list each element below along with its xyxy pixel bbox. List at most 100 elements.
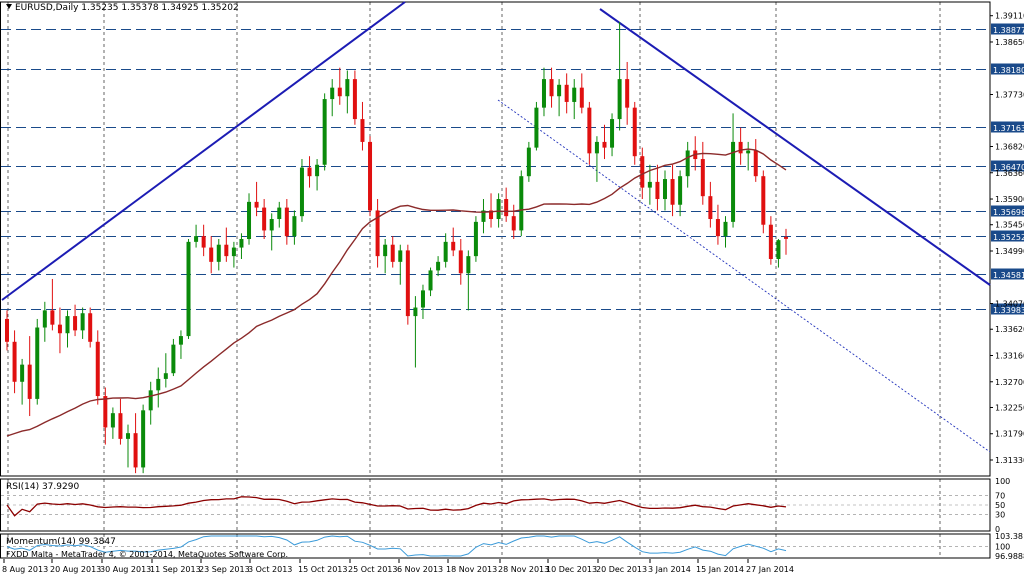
price-level-tag bbox=[991, 121, 1024, 133]
price-level-tag bbox=[991, 205, 1024, 217]
date-tick-label: 3 Jan 2014 bbox=[648, 565, 691, 574]
candle-bear bbox=[451, 241, 456, 251]
price-tick-label: 1.32700 bbox=[995, 378, 1024, 387]
candle-bull bbox=[186, 241, 191, 337]
candle-bull bbox=[473, 221, 478, 257]
candle-bull bbox=[731, 141, 736, 222]
candle-bear bbox=[564, 84, 569, 102]
candle-bear bbox=[95, 341, 100, 397]
candle-bear bbox=[738, 141, 743, 154]
candle-bear bbox=[5, 318, 9, 342]
candle-bull bbox=[299, 167, 304, 217]
chart-title: EURUSD,Daily 1.35235 1.35378 1.34925 1.3… bbox=[6, 3, 239, 13]
date-tick-label: 6 Nov 2013 bbox=[397, 565, 443, 574]
candle-bear bbox=[761, 176, 766, 225]
uptrend-line bbox=[1, 1, 406, 301]
candle-bear bbox=[587, 107, 592, 154]
candle-bear bbox=[337, 87, 342, 97]
candle-bull bbox=[231, 247, 236, 257]
candle-bull bbox=[678, 176, 683, 205]
candle-bear bbox=[201, 236, 206, 248]
copyright-text: FXDD Malta - MetaTrader 4, © 2001-2014, … bbox=[6, 550, 289, 559]
price-level-tag-text: 1.36470 bbox=[993, 163, 1024, 172]
candle-bear bbox=[57, 324, 62, 334]
candle-bull bbox=[610, 119, 615, 148]
price-tick-label: 1.38650 bbox=[995, 38, 1024, 47]
candle-bull bbox=[141, 410, 146, 468]
price-tick-label: 1.35900 bbox=[995, 195, 1024, 204]
rsi-tick-label: 70 bbox=[995, 491, 1005, 500]
price-level-tag-text: 1.38180 bbox=[993, 66, 1024, 75]
price-tick-label: 1.31330 bbox=[995, 456, 1024, 465]
price-level-tag bbox=[991, 268, 1024, 280]
ma-line bbox=[6, 148, 787, 437]
candle-bear bbox=[224, 244, 229, 257]
candle-bull bbox=[42, 310, 47, 328]
date-tick-label: 3 Oct 2013 bbox=[248, 565, 292, 574]
trend-lines[interactable] bbox=[1, 1, 991, 453]
candle-bull bbox=[723, 221, 728, 237]
momentum-tick-label: 103.38 bbox=[995, 532, 1023, 541]
candle-bull bbox=[776, 240, 781, 259]
candle-bull bbox=[594, 141, 599, 154]
candle-bear bbox=[262, 207, 267, 231]
date-tick-label: 30 Aug 2013 bbox=[100, 565, 151, 574]
date-tick-label: 10 Dec 2013 bbox=[546, 565, 597, 574]
rsi-tick-label: 50 bbox=[995, 501, 1005, 510]
candle-bear bbox=[12, 341, 17, 382]
candle-bull bbox=[178, 336, 183, 345]
candle-bull bbox=[330, 87, 335, 100]
price-tick-label: 1.34990 bbox=[995, 247, 1024, 256]
candle-bear bbox=[118, 413, 123, 439]
candle-bull bbox=[572, 87, 577, 102]
momentum-tick-label: 100 bbox=[995, 543, 1010, 552]
date-tick-label: 23 Sep 2013 bbox=[199, 565, 250, 574]
price-level-tag-text: 1.33983 bbox=[993, 306, 1024, 315]
candle-bull bbox=[436, 261, 441, 271]
candle-bull bbox=[519, 176, 524, 231]
price-level-tag-text: 1.35252 bbox=[993, 233, 1024, 242]
price-tick-label: 1.33620 bbox=[995, 325, 1024, 334]
price-level-tag bbox=[991, 303, 1024, 315]
date-tick-label: 11 Sep 2013 bbox=[150, 565, 201, 574]
candle-bull bbox=[20, 364, 25, 382]
price-tick-label: 1.36820 bbox=[995, 142, 1024, 151]
candle-bull bbox=[647, 181, 652, 188]
candle-bull bbox=[110, 413, 115, 428]
dropdown-triangle-icon bbox=[6, 4, 12, 9]
moving-average-line bbox=[6, 148, 787, 437]
candle-bear bbox=[307, 167, 312, 177]
candle-bull bbox=[239, 239, 244, 248]
price-level-tag-text: 1.34581 bbox=[993, 271, 1024, 280]
candle-bull bbox=[383, 244, 388, 257]
price-tick-label: 1.36360 bbox=[995, 169, 1024, 178]
candle-bear bbox=[352, 79, 357, 120]
main-panel-frame bbox=[0, 1, 991, 477]
candle-bull bbox=[156, 378, 161, 391]
candle-bull bbox=[194, 236, 199, 242]
candle-bull bbox=[163, 373, 168, 379]
price-tick-label: 1.33160 bbox=[995, 352, 1024, 361]
candle-bear bbox=[103, 396, 108, 428]
candle-bear bbox=[655, 181, 660, 200]
candle-bull bbox=[269, 219, 274, 231]
date-tick-label: 8 Aug 2013 bbox=[2, 565, 48, 574]
price-level-tag-text: 1.35696 bbox=[993, 208, 1024, 217]
date-tick-label: 15 Oct 2013 bbox=[298, 565, 347, 574]
candle-bear bbox=[390, 244, 395, 262]
candle-bear bbox=[360, 119, 365, 142]
rsi-tick-label: 100 bbox=[995, 477, 1010, 486]
price-level-tag-text: 1.38877 bbox=[993, 26, 1024, 35]
price-level-tag bbox=[991, 160, 1024, 172]
date-tick-label: 27 Jan 2014 bbox=[746, 565, 794, 574]
candle-bull bbox=[292, 216, 297, 237]
candle-bear bbox=[368, 141, 373, 211]
date-tick-label: 15 Jan 2014 bbox=[696, 565, 744, 574]
price-level-tag bbox=[991, 23, 1024, 35]
